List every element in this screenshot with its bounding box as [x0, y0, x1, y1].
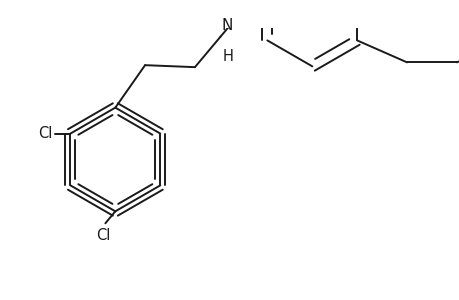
Text: H: H — [223, 49, 234, 64]
Text: N: N — [221, 18, 232, 33]
Text: Cl: Cl — [96, 228, 110, 243]
Text: Cl: Cl — [38, 126, 52, 141]
